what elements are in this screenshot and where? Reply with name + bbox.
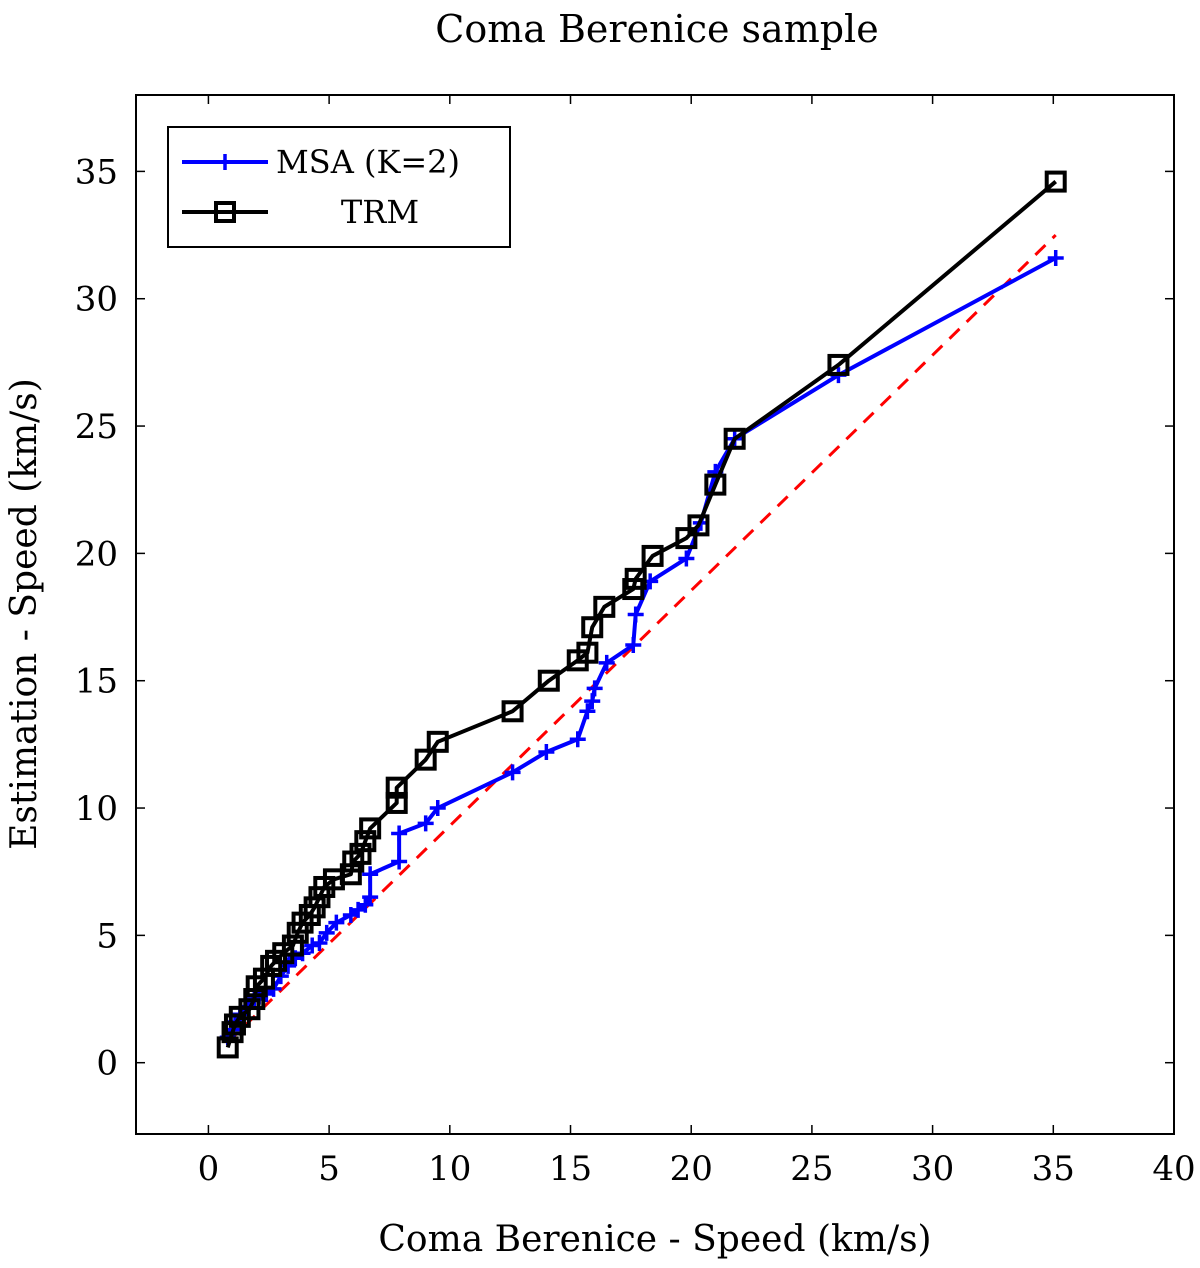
x-tick-label: 20 — [670, 1149, 713, 1189]
data-point-msa — [504, 764, 521, 781]
data-point-msa — [304, 937, 321, 954]
y-tick-label: 10 — [75, 789, 118, 829]
data-point-trm — [216, 1036, 239, 1059]
legend-label-msa: MSA (K=2) — [276, 143, 460, 181]
axis-ticks — [136, 95, 1175, 1134]
legend-plus-icon — [217, 154, 233, 170]
y-tick-label: 0 — [96, 1044, 118, 1084]
data-point-msa — [625, 637, 642, 654]
data-point-trm — [501, 700, 524, 723]
y-tick-label: 20 — [75, 534, 118, 574]
x-tick-label: 35 — [1032, 1149, 1075, 1189]
legend-marker-plus — [217, 154, 233, 170]
data-point-msa — [598, 654, 615, 671]
data-point-msa — [391, 825, 408, 842]
data-point-msa — [391, 853, 408, 870]
data-point-msa — [1047, 249, 1064, 266]
series-msa — [219, 249, 1064, 1046]
legend-label-trm: TRM — [341, 193, 419, 231]
y-axis-title: Estimation - Speed (km/s) — [4, 378, 45, 850]
data-point-trm — [641, 544, 664, 567]
data-point-trm — [385, 776, 408, 799]
x-tick-label: 30 — [911, 1149, 954, 1189]
data-point-msa — [318, 924, 335, 941]
data-point-msa — [328, 914, 345, 931]
data-point-trm — [1044, 170, 1067, 193]
x-tick-label: 0 — [198, 1149, 220, 1189]
data-point-trm — [281, 934, 304, 957]
data-point-trm — [537, 669, 560, 692]
legend-frame — [167, 126, 511, 248]
data-point-msa — [417, 815, 434, 832]
data-point-trm — [675, 527, 698, 550]
data-point-trm — [349, 842, 372, 865]
data-point-trm — [576, 641, 599, 664]
x-tick-label: 10 — [428, 1149, 471, 1189]
x-tick-label: 15 — [549, 1149, 592, 1189]
chart-title: Coma Berenice sample — [435, 7, 878, 51]
x-tick-label: 40 — [1152, 1149, 1195, 1189]
y-tick-label: 5 — [96, 916, 118, 956]
legend-marker-square — [214, 201, 236, 223]
x-tick-label: 5 — [318, 1149, 340, 1189]
data-point-trm — [704, 473, 727, 496]
data-point-trm — [414, 748, 437, 771]
y-tick-label: 35 — [75, 152, 118, 192]
data-point-trm — [687, 514, 710, 537]
data-point-msa — [586, 680, 603, 697]
tick-labels: 0 5 10 15 20 25 30 35 40 0 5 10 15 20 25 30 35 — [75, 152, 1196, 1189]
x-tick-label: 25 — [790, 1149, 833, 1189]
legend: MSA (K=2) TRM — [167, 126, 511, 248]
data-point-msa — [538, 744, 555, 761]
legend-square-icon — [214, 201, 236, 223]
plot-area-frame — [135, 94, 1175, 1135]
y-tick-label: 15 — [75, 662, 118, 702]
plot-series — [216, 170, 1067, 1059]
data-point-trm — [243, 988, 266, 1011]
data-point-trm — [581, 616, 604, 639]
data-point-trm — [593, 595, 616, 618]
y-tick-label: 30 — [75, 280, 118, 320]
data-point-trm — [426, 730, 449, 753]
data-point-msa — [362, 866, 379, 883]
data-point-msa — [627, 606, 644, 623]
data-point-trm — [723, 427, 746, 450]
data-point-trm — [385, 791, 408, 814]
data-point-msa — [362, 889, 379, 906]
data-point-trm — [624, 567, 647, 590]
data-point-trm — [827, 353, 850, 376]
data-point-msa — [584, 693, 601, 710]
data-point-trm — [359, 817, 382, 840]
data-point-msa — [569, 731, 586, 748]
data-point-msa — [311, 935, 328, 952]
y-tick-label: 25 — [75, 407, 118, 447]
data-point-trm — [260, 954, 283, 977]
data-point-trm — [354, 830, 377, 853]
data-point-trm — [339, 863, 362, 886]
data-point-msa — [579, 703, 596, 720]
series-trm — [216, 170, 1067, 1059]
x-axis-title: Coma Berenice - Speed (km/s) — [378, 1219, 931, 1260]
data-point-msa — [429, 800, 446, 817]
data-point-msa — [678, 550, 695, 567]
